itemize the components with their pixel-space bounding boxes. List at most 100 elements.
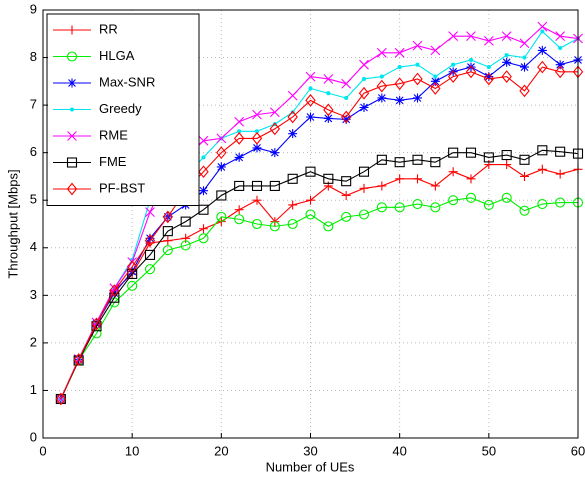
marker (554, 65, 566, 79)
marker (251, 180, 263, 192)
legend-label: Greedy (99, 101, 142, 116)
marker (199, 186, 208, 196)
marker (288, 129, 298, 139)
marker (465, 147, 477, 158)
marker (394, 202, 405, 213)
marker (501, 31, 512, 42)
marker (451, 62, 456, 67)
legend-marker (66, 157, 78, 168)
marker (306, 112, 315, 122)
marker (234, 214, 245, 225)
marker (555, 146, 566, 157)
marker (486, 65, 491, 70)
legend-label: Max-SNR (99, 74, 155, 89)
marker (323, 173, 334, 184)
marker (305, 71, 316, 82)
marker (412, 72, 423, 86)
marker (180, 216, 191, 227)
series-line (60, 30, 579, 400)
marker (109, 284, 120, 297)
marker (198, 165, 209, 179)
x-tick-label: 20 (214, 443, 228, 458)
marker (504, 53, 509, 58)
marker (234, 116, 245, 127)
marker (376, 154, 387, 165)
marker (537, 145, 548, 156)
marker (323, 74, 334, 84)
marker (127, 280, 138, 291)
series-line (60, 149, 579, 400)
marker (519, 84, 530, 98)
y-tick-label: 8 (30, 49, 37, 64)
marker (359, 183, 369, 193)
marker (326, 91, 331, 96)
marker (379, 74, 384, 79)
marker (465, 65, 477, 79)
marker (502, 160, 512, 170)
marker (269, 107, 280, 118)
marker (519, 38, 530, 49)
marker (306, 195, 315, 205)
marker (198, 233, 209, 244)
marker (466, 174, 476, 184)
marker (415, 62, 420, 67)
legend-marker (67, 131, 77, 141)
y-tick-label: 3 (30, 287, 37, 302)
legend-label: PF-BST (99, 180, 145, 195)
marker (323, 103, 334, 117)
marker (377, 93, 387, 103)
marker (430, 45, 441, 56)
marker (412, 40, 423, 51)
marker (234, 152, 244, 162)
marker (252, 143, 262, 153)
marker (501, 192, 512, 203)
legend-marker (67, 25, 77, 35)
marker (91, 321, 102, 332)
marker (448, 195, 459, 206)
marker (483, 72, 495, 86)
x-tick-label: 50 (482, 443, 496, 458)
series-line (60, 197, 578, 400)
marker (412, 154, 423, 165)
marker (305, 209, 316, 220)
marker (520, 62, 529, 72)
y-tick-label: 0 (30, 429, 37, 444)
series-line (60, 66, 578, 400)
marker (502, 57, 512, 67)
marker (537, 45, 547, 55)
marker (430, 202, 441, 213)
marker (251, 132, 263, 145)
marker (323, 221, 334, 232)
marker (288, 200, 298, 210)
marker (144, 264, 156, 275)
marker (376, 79, 388, 93)
marker (448, 167, 458, 177)
marker (269, 221, 280, 232)
marker (144, 234, 156, 248)
marker (216, 146, 227, 160)
marker (537, 21, 548, 32)
marker (558, 45, 563, 51)
marker (305, 93, 316, 107)
marker (468, 57, 474, 62)
y-tick-label: 9 (30, 1, 37, 16)
y-tick-label: 7 (30, 97, 37, 112)
marker (269, 122, 281, 136)
marker (126, 260, 138, 274)
marker (162, 210, 174, 224)
marker (162, 226, 173, 237)
marker (430, 82, 441, 95)
series-line (60, 25, 579, 400)
marker (233, 132, 245, 145)
y-tick-label: 4 (30, 239, 37, 254)
marker (520, 171, 529, 181)
marker (465, 192, 477, 203)
marker (305, 166, 316, 177)
marker (413, 174, 422, 184)
legend-label: RME (99, 127, 128, 142)
marker (483, 152, 494, 163)
x-tick-label: 40 (392, 443, 406, 458)
marker (537, 198, 548, 210)
marker (358, 166, 370, 177)
